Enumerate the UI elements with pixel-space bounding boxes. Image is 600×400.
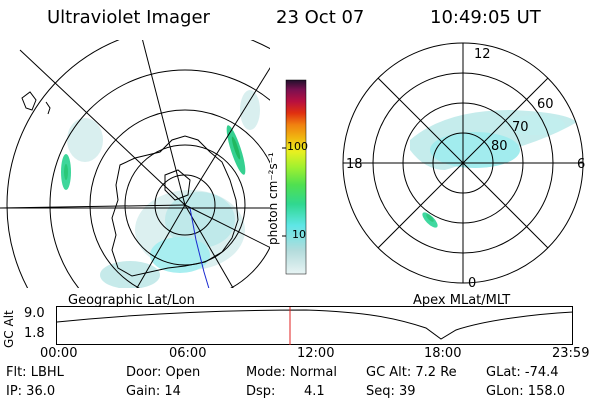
door-info: Door: Open xyxy=(126,365,201,380)
apex-panel-label: Apex MLat/MLT xyxy=(413,293,511,308)
timeline-xtick-2359: 23:59 xyxy=(552,346,590,361)
dsp-label: Dsp: xyxy=(246,384,276,399)
mlat-label-70: 70 xyxy=(512,120,529,135)
timeline-ytick-1-8: 1.8 xyxy=(24,326,45,341)
dsp-value: 4.1 xyxy=(304,384,325,399)
geographic-map xyxy=(0,40,270,288)
glon-info: GLon: 158.0 xyxy=(486,384,566,399)
ip-info: IP: 36.0 xyxy=(6,384,56,399)
seq-info: Seq: 39 xyxy=(366,384,416,399)
observation-date: 23 Oct 07 xyxy=(276,7,365,28)
color-scale-bar xyxy=(282,79,307,275)
filter-info: Flt: LBHL xyxy=(6,365,64,380)
colorbar-tick-100: 100 xyxy=(287,140,308,153)
colorbar-tick-10: 10 xyxy=(292,228,306,241)
timeline-xtick-0000: 00:00 xyxy=(40,346,78,361)
auroral-emission-apex xyxy=(410,110,577,228)
apex-polar-map xyxy=(342,42,584,284)
timeline-ytick-9: 9.0 xyxy=(24,306,45,321)
mlt-label-18: 18 xyxy=(346,157,363,172)
timeline-xtick-0600: 06:00 xyxy=(169,346,207,361)
glat-info: GLat: -74.4 xyxy=(486,365,559,380)
mlat-label-60: 60 xyxy=(537,97,554,112)
timeline-xtick-1800: 18:00 xyxy=(424,346,462,361)
colorbar-unit-label: photon cm⁻²s⁻¹ xyxy=(266,152,280,245)
geographic-panel-label: Geographic Lat/Lon xyxy=(68,293,195,308)
mlt-label-12: 12 xyxy=(474,47,491,62)
timeline-ylabel: GC Alt xyxy=(2,310,16,348)
mlat-label-80: 80 xyxy=(491,139,508,154)
observation-time: 10:49:05 UT xyxy=(430,7,541,28)
mlt-label-0: 0 xyxy=(468,276,477,291)
instrument-title: Ultraviolet Imager xyxy=(47,7,210,28)
mlt-label-6: 6 xyxy=(577,157,586,172)
gc-alt-info: GC Alt: 7.2 Re xyxy=(366,365,457,380)
mode-info: Mode: Normal xyxy=(246,365,337,380)
gc-altitude-timeline xyxy=(56,306,574,345)
gain-info: Gain: 14 xyxy=(126,384,181,399)
timeline-xtick-1200: 12:00 xyxy=(297,346,335,361)
